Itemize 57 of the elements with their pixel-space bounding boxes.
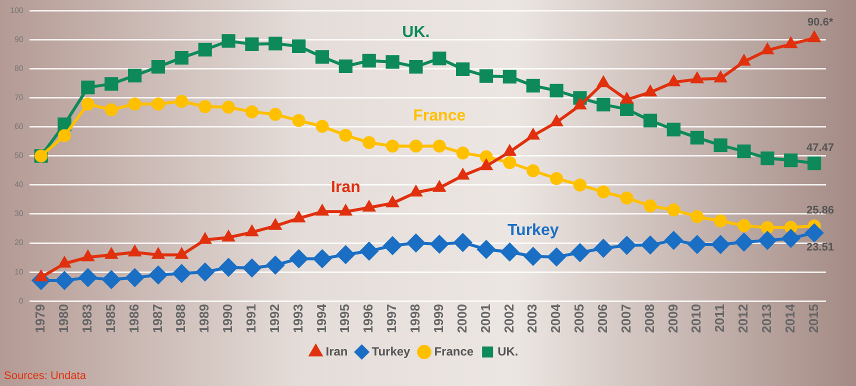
source-note: Sources: Undata <box>4 370 86 382</box>
y-tick-label: 100 <box>10 6 24 16</box>
x-tick-label: 2004 <box>548 303 564 333</box>
x-tick-label: 2008 <box>642 304 657 333</box>
x-tick-label: 1991 <box>244 304 259 333</box>
x-tick-label: 1999 <box>430 304 446 333</box>
x-tick-label: 1983 <box>80 304 95 333</box>
x-tick-label: 2006 <box>594 304 610 333</box>
x-tick-label: 2005 <box>572 304 587 333</box>
legend-label: France <box>434 344 474 358</box>
legend-label: Iran <box>326 344 348 358</box>
y-tick-label: 80 <box>14 64 24 74</box>
x-tick-label: 1988 <box>173 304 188 333</box>
x-tick-label: 1997 <box>384 304 400 333</box>
legend-label: UK. <box>498 344 518 358</box>
y-tick-label: 60 <box>14 122 24 132</box>
y-tick-label: 40 <box>14 180 24 190</box>
y-tick-label: 10 <box>14 267 24 276</box>
y-tick-label: 90 <box>14 35 24 44</box>
x-tick-label: 1985 <box>102 304 118 333</box>
x-tick-label: 1987 <box>150 304 165 333</box>
text: UK. <box>402 24 430 42</box>
data-label: 90.6* <box>807 16 834 29</box>
x-tick-label: 1998 <box>408 304 423 333</box>
data-label: 23.51 <box>806 241 834 254</box>
x-tick-label: 2014 <box>782 303 798 333</box>
x-tick-label: 2001 <box>478 304 493 333</box>
x-tick-label: 1989 <box>196 304 212 333</box>
text: Turkey <box>507 222 559 239</box>
data-label: 47.47 <box>806 142 834 154</box>
x-tick-label: 2013 <box>759 304 774 333</box>
x-tick-label: 2015 <box>806 304 821 333</box>
x-tick-label: 1980 <box>56 304 72 333</box>
x-tick-label: 1992 <box>266 304 282 333</box>
x-tick-label: 1979 <box>32 304 48 333</box>
x-tick-label: 2011 <box>712 304 728 332</box>
y-tick-label: 0 <box>18 296 24 306</box>
text: Iran <box>330 179 360 196</box>
x-tick-label: 2010 <box>688 304 704 333</box>
y-tick-label: 20 <box>14 238 24 248</box>
x-tick-label: 2000 <box>454 304 470 333</box>
x-tick-label: 1996 <box>360 304 376 333</box>
y-tick-label: 50 <box>14 151 24 160</box>
text: France <box>413 107 466 124</box>
y-tick-label: 30 <box>14 209 24 218</box>
x-tick-label: 1995 <box>337 304 352 333</box>
x-tick-label: 2003 <box>524 304 540 333</box>
x-tick-label: 1993 <box>290 304 306 333</box>
x-tick-label: 1986 <box>126 304 142 333</box>
x-tick-label: 1990 <box>220 304 236 333</box>
x-tick-label: 2002 <box>501 304 516 333</box>
legend-label: Turkey <box>372 344 411 358</box>
x-tick-label: 2007 <box>618 304 634 333</box>
x-tick-label: 2009 <box>665 304 680 333</box>
y-tick-label: 70 <box>14 93 24 102</box>
x-tick-label: 1994 <box>314 303 329 333</box>
x-tick-label: 2012 <box>736 304 751 333</box>
